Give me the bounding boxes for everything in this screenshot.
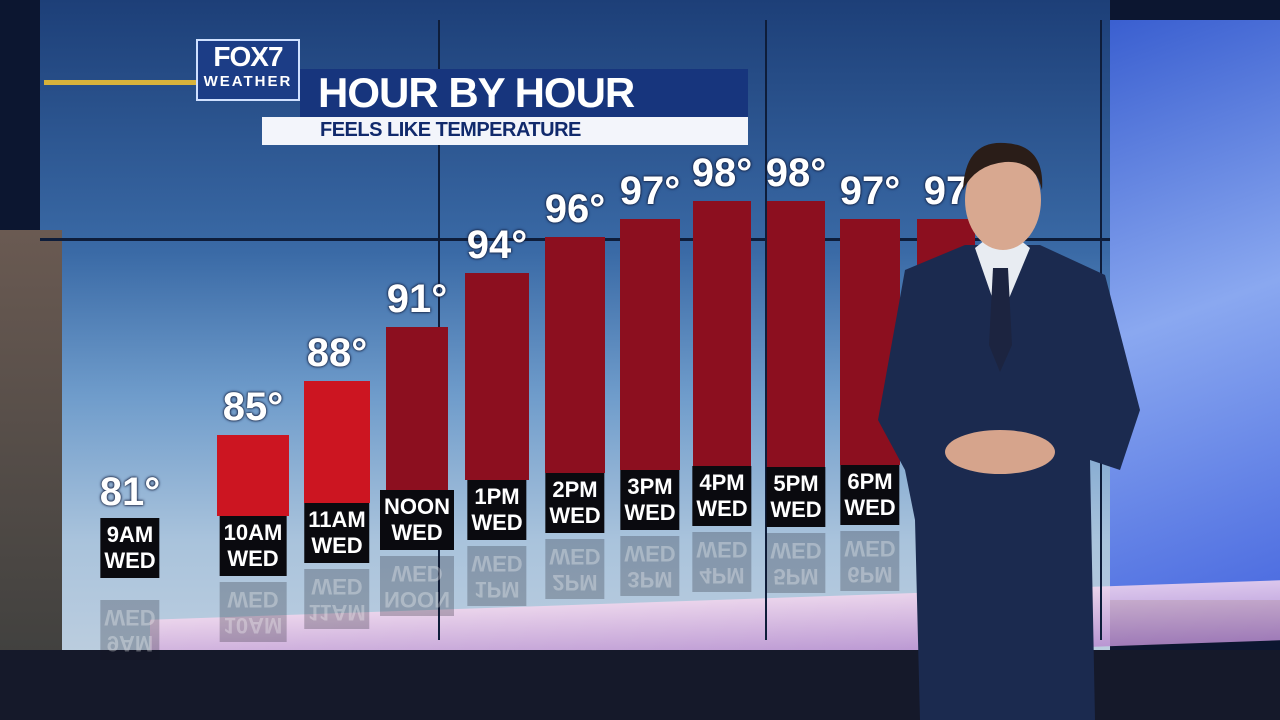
title-bar: [300, 69, 748, 117]
category-label: 6PM WED: [840, 465, 900, 525]
bar: [620, 219, 680, 470]
value-label: 88°: [306, 331, 368, 375]
value-label: 94°: [466, 223, 528, 267]
logo-text: FOX7: [213, 41, 283, 72]
presenter-tie: [989, 268, 1012, 372]
value-label: 98°: [765, 151, 827, 195]
value-label: 91°: [386, 277, 448, 321]
value-label: 81°: [99, 470, 161, 514]
category-label: 1PM WED: [467, 480, 527, 540]
studio-panel: [1110, 20, 1280, 600]
bar: [465, 273, 529, 480]
value-label: 96°: [544, 187, 606, 231]
accent-line: [44, 80, 264, 85]
category-label: 11AM WED: [304, 503, 370, 563]
value-label: 85°: [222, 385, 284, 429]
category-label: 2PM WED: [545, 473, 605, 533]
value-label: 98°: [691, 151, 753, 195]
category-label: NOON WED: [380, 490, 454, 550]
value-label: 97°: [619, 169, 681, 213]
category-label: 5PM WED: [766, 467, 826, 527]
graphic-header: FOX7 WEATHER HOUR BY HOUR FEELS LIKE TEM…: [180, 35, 748, 145]
category-label: 10AM WED: [219, 516, 287, 576]
presenter-body: [878, 245, 1140, 720]
presenter-head: [965, 150, 1041, 250]
presenter-hands: [945, 430, 1055, 474]
wall-seam: [765, 20, 767, 640]
logo-subtext: WEATHER: [203, 73, 293, 90]
page-title: HOUR BY HOUR: [318, 69, 635, 116]
bar: [217, 435, 289, 516]
value-label: 97°: [839, 169, 901, 213]
subtitle-bar: [262, 117, 748, 145]
bar: [304, 381, 370, 503]
city-building: [0, 230, 62, 720]
bar: [693, 201, 751, 466]
category-label: 4PM WED: [692, 466, 752, 526]
bar: [545, 237, 605, 473]
category-label: 3PM WED: [620, 470, 680, 530]
fox7-weather-logo: FOX7 WEATHER: [196, 39, 300, 101]
subtitle: FEELS LIKE TEMPERATURE: [320, 119, 581, 141]
bar: [386, 327, 448, 490]
value-label: 97: [923, 169, 969, 213]
category-label: 9AM WED: [100, 518, 160, 578]
presenter-hair: [963, 142, 1043, 190]
bar: [767, 201, 825, 467]
